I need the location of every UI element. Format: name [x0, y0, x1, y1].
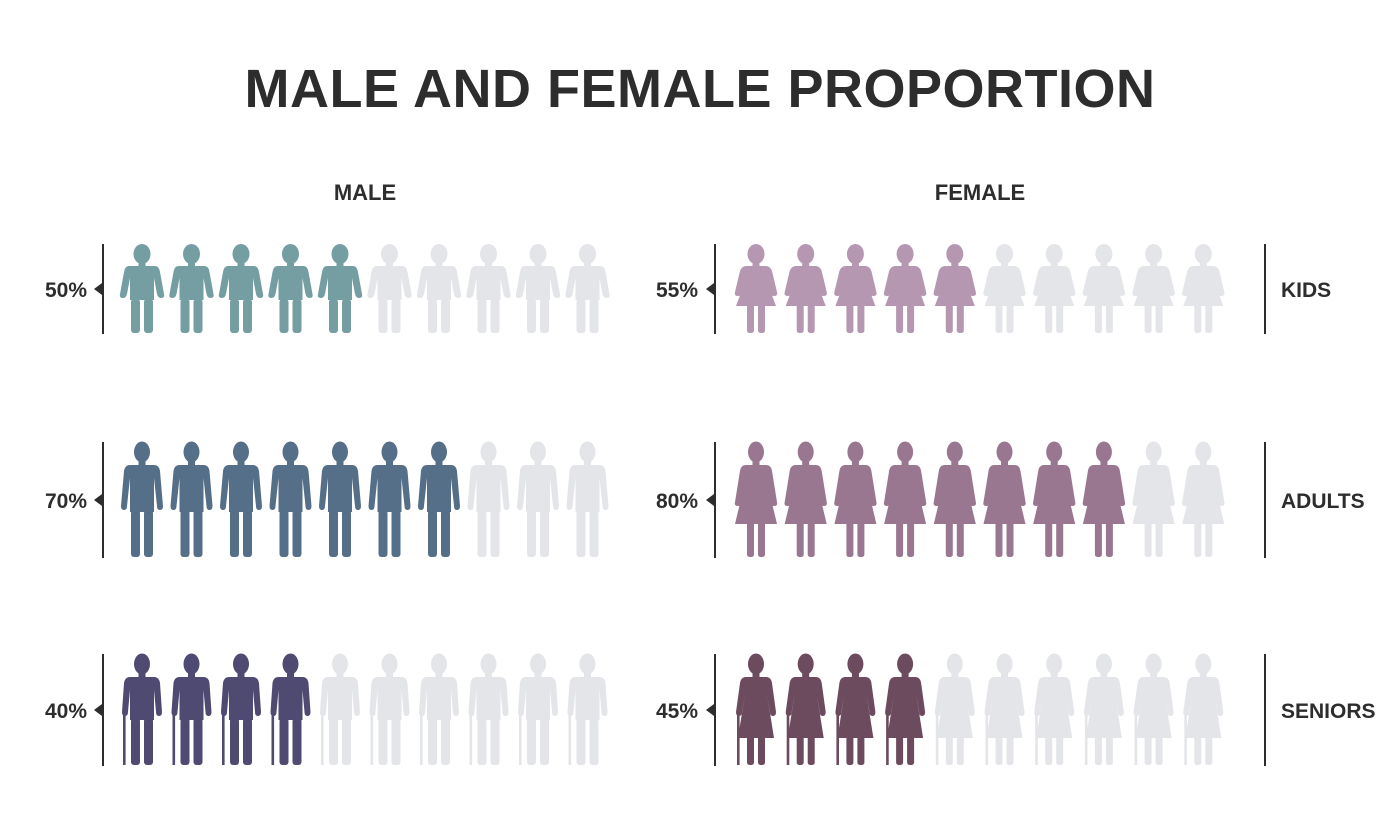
- male-seniors-icon-mark: [468, 653, 509, 765]
- male-adults-icon-mark: [170, 441, 213, 557]
- female-adults-pointer-icon: [706, 494, 714, 506]
- female-seniors-icon-mark: [1083, 653, 1124, 765]
- female-kids-icon-mark: [1132, 244, 1175, 333]
- female-kids-percent-label: 55%: [656, 279, 698, 302]
- male-kids-pointer-icon: [94, 283, 102, 295]
- kids-category-label: KIDS: [1281, 279, 1331, 302]
- female-adults-icon-mark: [933, 441, 976, 557]
- male-adults-icon-mark: [566, 441, 609, 557]
- male-seniors-percent-label: 40%: [45, 700, 87, 723]
- female-adults-icon-mark: [1182, 441, 1225, 557]
- male-adults-icon-mark: [269, 441, 312, 557]
- male-seniors-pointer-icon: [94, 704, 102, 716]
- male-kids-icon-mark: [317, 244, 363, 333]
- male-adults-icon-mark: [467, 441, 510, 557]
- male-adults-icon-mark: [121, 441, 163, 557]
- female-kids-icon-mark: [1033, 244, 1076, 333]
- female-kids-pointer-icon: [706, 283, 714, 295]
- male-seniors-icon-mark: [567, 653, 608, 765]
- male-kids-icon-mark: [515, 244, 561, 333]
- female-section-header: FEMALE: [934, 180, 1026, 205]
- female-adults-icon-mark: [734, 441, 778, 557]
- seniors-category-label: SENIORS: [1281, 700, 1376, 723]
- male-seniors-icon-mark: [518, 653, 558, 765]
- male-adults-icon-mark: [517, 441, 559, 557]
- male-kids-percent-label: 50%: [45, 279, 87, 302]
- female-seniors-icon-mark: [835, 653, 876, 765]
- female-seniors-icon-mark: [934, 653, 975, 765]
- male-kids-icon-mark: [466, 244, 511, 333]
- female-kids-icon-mark: [883, 244, 927, 333]
- male-adults-percent-label: 70%: [45, 490, 87, 513]
- female-adults-icon-mark: [1082, 441, 1126, 557]
- male-seniors-icon-mark: [419, 653, 459, 765]
- female-adults-icon-mark: [784, 441, 827, 557]
- female-seniors-pointer-icon: [706, 704, 714, 716]
- female-kids-icon-mark: [784, 244, 827, 333]
- female-kids-icon-mark: [1182, 244, 1225, 333]
- female-kids-icon-mark: [983, 244, 1026, 333]
- female-seniors-icon-mark: [1133, 653, 1174, 765]
- page-title: MALE AND FEMALE PROPORTION: [244, 59, 1156, 119]
- male-kids-icon-mark: [169, 244, 214, 333]
- female-kids-icon-mark: [734, 244, 778, 333]
- female-seniors-icon-mark: [785, 653, 826, 765]
- female-seniors-icon-mark: [1034, 653, 1075, 765]
- female-adults-icon-mark: [834, 441, 877, 557]
- male-kids-icon-mark: [268, 244, 313, 333]
- female-adults-icon-mark: [1033, 441, 1076, 557]
- male-seniors-icon-mark: [171, 653, 212, 765]
- male-kids-icon-mark: [565, 244, 610, 333]
- male-seniors-icon-mark: [221, 653, 261, 765]
- adults-category-label: ADULTS: [1281, 490, 1365, 513]
- female-adults-icon-mark: [1132, 441, 1175, 557]
- male-kids-icon-mark: [119, 244, 165, 333]
- female-seniors-icon-mark: [984, 653, 1025, 765]
- female-adults-percent-label: 80%: [656, 490, 698, 513]
- female-kids-icon-mark: [933, 244, 976, 333]
- female-adults-icon-mark: [983, 441, 1026, 557]
- male-adults-pointer-icon: [94, 494, 102, 506]
- female-seniors-icon-mark: [736, 653, 776, 765]
- male-adults-icon-mark: [319, 441, 361, 557]
- female-seniors-icon-mark: [1183, 653, 1224, 765]
- male-seniors-icon-mark: [122, 653, 162, 765]
- female-kids-icon-mark: [834, 244, 877, 333]
- male-kids-icon-mark: [367, 244, 412, 333]
- male-kids-icon-mark: [416, 244, 462, 333]
- female-kids-icon-mark: [1082, 244, 1126, 333]
- male-adults-icon-mark: [368, 441, 411, 557]
- male-adults-icon-mark: [220, 441, 262, 557]
- male-seniors-icon-mark: [369, 653, 410, 765]
- male-section-header: MALE: [333, 180, 397, 205]
- male-kids-icon-mark: [218, 244, 264, 333]
- male-seniors-icon-mark: [270, 653, 311, 765]
- male-seniors-icon-mark: [320, 653, 360, 765]
- female-seniors-percent-label: 45%: [656, 700, 698, 723]
- female-adults-icon-mark: [883, 441, 927, 557]
- male-adults-icon-mark: [418, 441, 460, 557]
- female-seniors-icon-mark: [885, 653, 926, 765]
